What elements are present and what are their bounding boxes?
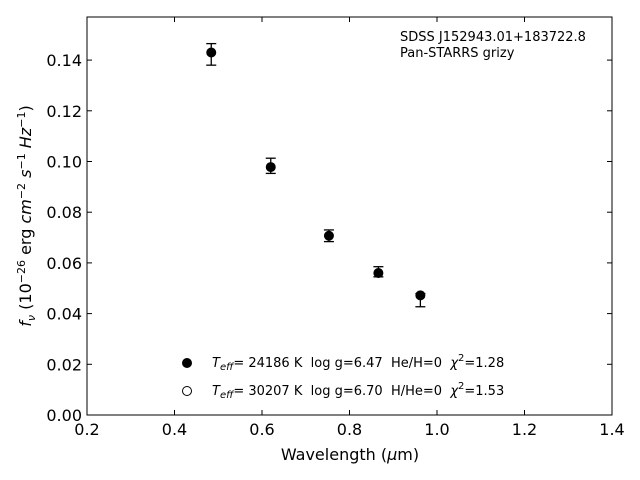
- y-tick-label: 0.14: [46, 51, 82, 70]
- legend: Teff= 24186 K log g=6.47 He/H=0 χ2=1.28 …: [182, 353, 504, 401]
- x-tick-label: 0.8: [337, 420, 362, 439]
- data-points: [206, 42, 426, 308]
- y-tick-label: 0.06: [46, 254, 82, 273]
- legend-marker-filled: [182, 358, 192, 368]
- y-tick-label: 0.12: [46, 102, 82, 121]
- y-axis-label: fν (10−26 erg cm−2 s−1 Hz−1): [15, 105, 38, 326]
- x-tick-label: 1.0: [424, 420, 449, 439]
- data-point-0: [206, 47, 217, 58]
- y-tick-label: 0.00: [46, 406, 82, 425]
- y-tick-label: 0.10: [46, 152, 82, 171]
- y-tick-label: 0.04: [46, 305, 82, 324]
- annotation-line-2: Pan-STARRS grizy: [400, 46, 515, 61]
- legend-entry-2: Teff= 30207 K log g=6.70 H/He=0 χ2=1.53: [212, 381, 504, 401]
- legend-marker-open: [182, 386, 192, 396]
- x-axis: 0.2 0.4 0.6 0.8 1.0 1.2 1.4: [74, 17, 625, 439]
- legend-entry-1: Teff= 24186 K log g=6.47 He/H=0 χ2=1.28: [212, 353, 504, 373]
- x-tick-label: 1.2: [512, 420, 537, 439]
- x-tick-label: 0.4: [162, 420, 187, 439]
- x-tick-label: 1.4: [599, 420, 624, 439]
- x-tick-label: 0.2: [74, 420, 99, 439]
- data-point-1: [265, 162, 276, 173]
- data-point-2: [323, 230, 334, 241]
- x-axis-label: Wavelength (μm): [281, 445, 419, 464]
- y-axis: 0.00 0.02 0.04 0.06 0.08 0.10 0.12 0.14: [46, 51, 612, 425]
- annotation-line-1: SDSS J152943.01+183722.8: [400, 30, 586, 45]
- y-tick-label: 0.08: [46, 203, 82, 222]
- svg-text:fν (10−26 erg cm−2 s−1 Hz−1): fν (10−26 erg cm−2 s−1 Hz−1): [15, 105, 38, 326]
- y-tick-label: 0.02: [46, 355, 82, 374]
- data-point-3: [373, 268, 384, 279]
- x-tick-label: 0.6: [249, 420, 274, 439]
- data-point-4: [415, 290, 426, 301]
